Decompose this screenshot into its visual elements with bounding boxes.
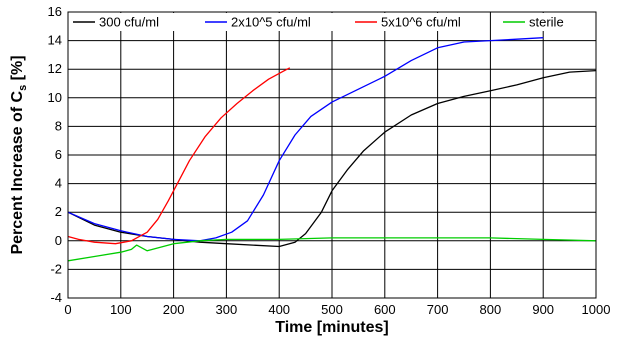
- x-tick-label: 500: [321, 302, 343, 317]
- legend-label: 5x10^6 cfu/ml: [381, 15, 461, 30]
- legend-label: sterile: [529, 15, 564, 30]
- y-tick-label: 12: [48, 61, 62, 76]
- y-axis-title-main: Percent Increase of C: [9, 90, 26, 254]
- y-axis-title-tail: [%]: [9, 55, 26, 84]
- y-tick-label: -4: [50, 290, 62, 305]
- tick-labels: 0 100 200 300 400 500 600 700 800 900 1000 -4 -2 0 2 4 6…: [48, 4, 611, 317]
- y-tick-label: 6: [55, 147, 62, 162]
- x-tick-label: 400: [268, 302, 290, 317]
- legend-label: 2x10^5 cfu/ml: [231, 15, 311, 30]
- series-line-2: [67, 37, 544, 242]
- legend-label: 300 cfu/ml: [99, 15, 159, 30]
- series-layer: [67, 37, 597, 262]
- legend-item-bg: [499, 13, 587, 31]
- x-tick-label: 700: [427, 302, 449, 317]
- x-tick-label: 200: [163, 302, 185, 317]
- x-tick-label: 0: [64, 302, 71, 317]
- y-tick-label: 0: [55, 233, 62, 248]
- x-tick-label: 1000: [582, 302, 611, 317]
- y-axis-title: Percent Increase of Cs [%]: [9, 55, 29, 254]
- y-tick-label: 4: [55, 176, 62, 191]
- legend: 300 cfu/ml 2x10^5 cfu/ml 5x10^6 cfu/ml ster…: [69, 13, 587, 31]
- x-tick-label: 600: [374, 302, 396, 317]
- legend-item-bg: [69, 13, 204, 31]
- y-tick-label: 10: [48, 90, 62, 105]
- plot-border: [67, 11, 597, 299]
- y-tick-label: -2: [50, 261, 62, 276]
- y-axis-title-sub: s: [17, 85, 29, 91]
- y-tick-label: 16: [48, 4, 62, 19]
- x-tick-label: 100: [110, 302, 132, 317]
- x-tick-label: 300: [216, 302, 238, 317]
- x-tick-label: 900: [532, 302, 554, 317]
- y-tick-label: 8: [55, 118, 62, 133]
- legend-item-bg: [351, 13, 486, 31]
- x-axis-title: Time [minutes]: [275, 319, 389, 336]
- y-tick-label: 14: [48, 33, 62, 48]
- x-tick-label: 800: [480, 302, 502, 317]
- y-tick-label: 2: [55, 204, 62, 219]
- series-line-3: [67, 67, 291, 245]
- series-line-4: [67, 237, 597, 262]
- legend-item-bg: [201, 13, 336, 31]
